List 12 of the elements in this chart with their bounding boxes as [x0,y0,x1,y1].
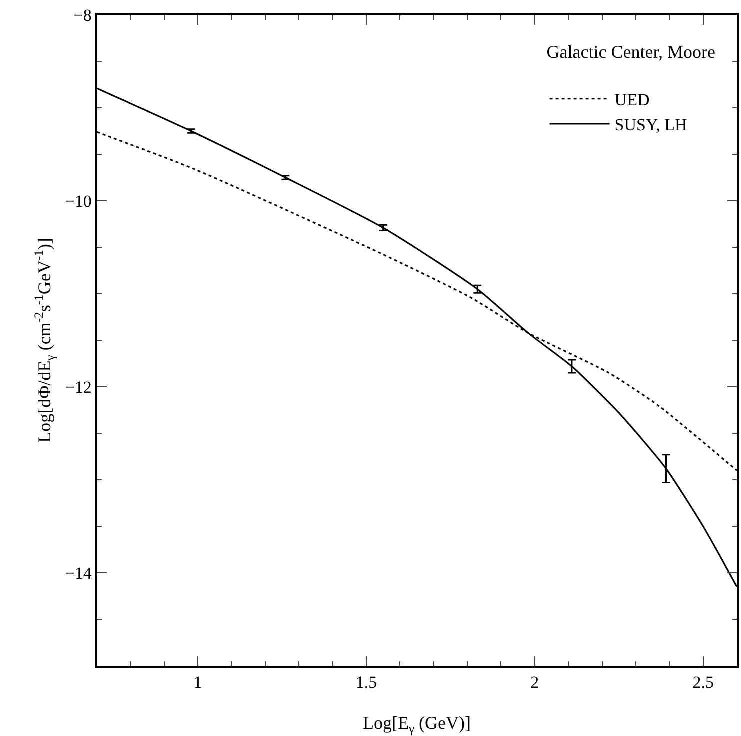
y-tick-label: −14 [65,564,92,583]
x-tick-label: 1.5 [356,673,378,692]
y-tick-label: −8 [74,6,92,25]
x-tick-label: 2.5 [692,673,714,692]
x-axis-title: Log[E$_{γ}$ (GeV)] [362,713,472,736]
legend-title: Galactic Center, Moore [546,42,716,62]
y-tick-label: −10 [65,192,92,211]
y-tick-label: −12 [65,378,92,397]
legend-label: SUSY, LH [614,116,688,135]
x-tick-label: 2 [530,673,540,692]
x-tick-label: 1 [194,673,202,692]
legend-label: UED [614,90,650,110]
